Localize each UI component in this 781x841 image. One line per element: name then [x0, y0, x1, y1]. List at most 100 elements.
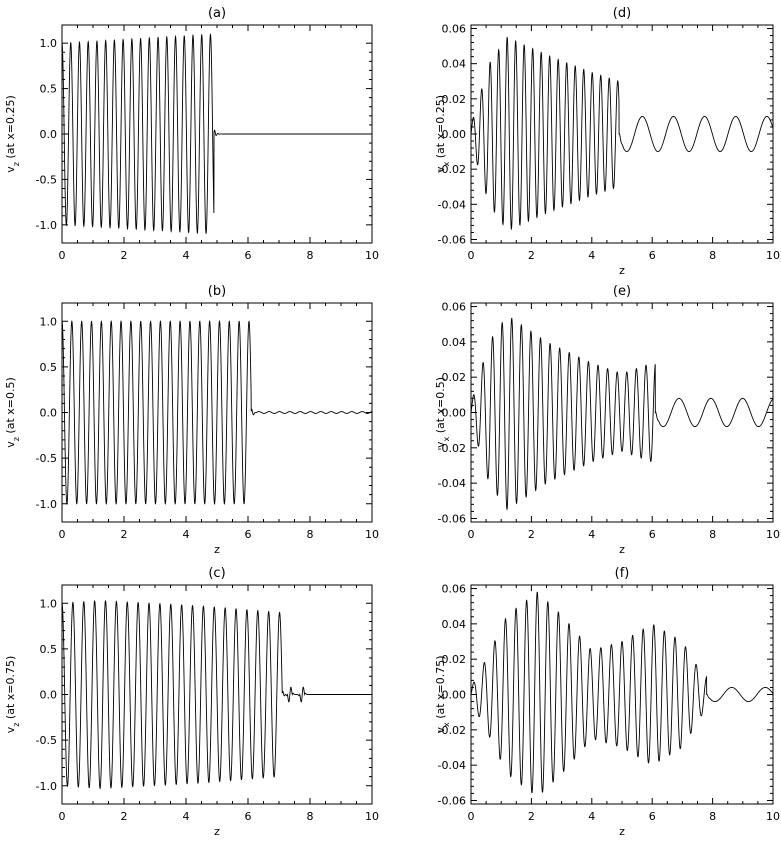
y-tick-label: -0.04: [438, 477, 466, 490]
y-tick-label: -1.0: [36, 780, 57, 793]
x-tick-label: 8: [307, 810, 314, 823]
y-tick-label: 0.02: [442, 371, 467, 384]
y-axis-label-var: v: [4, 441, 17, 448]
y-tick-label: 0.06: [442, 301, 467, 314]
y-tick-label: 0.0: [40, 689, 58, 702]
y-tick-label: -0.02: [438, 442, 466, 455]
y-tick-label: -0.5: [36, 452, 57, 465]
x-axis-label: z: [214, 825, 220, 838]
x-tick-label: 4: [588, 528, 595, 541]
x-tick-label: 0: [59, 249, 66, 262]
y-tick-label: 0.00: [442, 128, 467, 141]
x-tick-label: 10: [365, 810, 379, 823]
y-tick-label: 0.04: [442, 618, 467, 631]
chart-panel-a: (a) 0 2 4 6 8 10 -1.0 -0.5 0.0 0.5 1.0 vz (at x=0.25…: [4, 6, 379, 262]
x-tick-label: 0: [59, 810, 66, 823]
y-tick-label: -1.0: [36, 219, 57, 232]
x-tick-label: 6: [649, 249, 656, 262]
y-axis-label-var: v: [4, 166, 17, 173]
y-tick-label: 1.0: [40, 315, 58, 328]
y-tick-label: 0.06: [442, 23, 467, 36]
y-axis-label-subscript: z: [12, 162, 21, 166]
panel-title: (c): [208, 566, 225, 581]
y-axis-label: vx (at x=0.25): [434, 95, 451, 173]
x-axis-label: z: [619, 825, 625, 838]
y-axis-label-subscript: z: [12, 437, 21, 441]
y-axis-label-var: v: [4, 726, 17, 733]
x-axis-label: z: [214, 543, 220, 556]
y-tick-label: 0.02: [442, 93, 467, 106]
x-tick-label: 2: [121, 249, 128, 262]
y-tick-label: -0.04: [438, 198, 466, 211]
series-line: [470, 317, 774, 511]
y-tick-label: -0.02: [438, 163, 466, 176]
y-axis-label-subscript: x: [442, 437, 451, 442]
panel-title: (a): [208, 6, 226, 21]
x-tick-label: 4: [588, 249, 595, 262]
y-tick-label: 0.02: [442, 653, 467, 666]
y-axis-label-rest: (at x=0.75): [434, 655, 447, 722]
y-axis-label-var: v: [434, 166, 447, 173]
y-axis-label-var: v: [434, 727, 447, 734]
x-tick-label: 0: [468, 249, 475, 262]
x-tick-label: 8: [709, 528, 716, 541]
y-tick-label: 0.00: [442, 407, 467, 420]
x-tick-label: 4: [183, 249, 190, 262]
x-tick-label: 2: [528, 249, 535, 262]
x-tick-label: 0: [468, 528, 475, 541]
series-line: [470, 36, 774, 231]
x-tick-label: 4: [183, 528, 190, 541]
y-tick-label: 0.5: [40, 361, 58, 374]
x-tick-label: 6: [649, 810, 656, 823]
y-tick-label: 0.06: [442, 583, 467, 596]
x-axis-label: z: [619, 264, 625, 277]
x-tick-label: 8: [709, 810, 716, 823]
y-axis-label-subscript: x: [442, 722, 451, 727]
y-tick-label: -0.06: [438, 512, 466, 525]
y-axis-label-subscript: z: [12, 723, 21, 727]
y-tick-label: 0.0: [40, 407, 58, 420]
y-tick-label: 0.5: [40, 83, 58, 96]
y-axis-label-rest: (at x=0.25): [4, 95, 17, 162]
x-tick-label: 4: [588, 810, 595, 823]
x-tick-label: 4: [183, 810, 190, 823]
y-axis-label: vx (at x=0.5): [434, 377, 451, 448]
series-line: [470, 591, 774, 794]
y-axis-label: vz (at x=0.5): [4, 377, 21, 448]
x-tick-label: 0: [59, 528, 66, 541]
x-tick-label: 8: [307, 249, 314, 262]
plot-frame: [470, 302, 774, 523]
chart-panel-f: (f) 0 2 4 6 8 10 -0.06 -0.04 -0.02 0.00 0.02 0.04 0.0…: [434, 566, 780, 838]
y-tick-label: 0.0: [40, 128, 58, 141]
panel-title: (f): [615, 566, 630, 581]
y-axis-label-rest: (at x=0.25): [434, 95, 447, 162]
y-tick-label: -0.5: [36, 173, 57, 186]
y-axis-label: vz (at x=0.25): [4, 95, 21, 173]
x-tick-label: 2: [528, 528, 535, 541]
x-tick-label: 2: [121, 528, 128, 541]
y-axis-label-var: v: [434, 441, 447, 448]
panel-title: (d): [613, 6, 631, 21]
y-tick-label: 0.04: [442, 336, 467, 349]
y-axis-label-subscript: x: [442, 162, 451, 167]
x-tick-label: 10: [766, 528, 780, 541]
y-tick-label: -0.5: [36, 734, 57, 747]
plot-frame: [470, 584, 774, 805]
x-tick-label: 6: [649, 528, 656, 541]
panel-title: (b): [208, 284, 226, 299]
x-tick-label: 0: [468, 810, 475, 823]
series-line: [61, 33, 372, 235]
chart-panel-e: (e) 0 2 4 6 8 10 -0.06 -0.04 -0.02 0.00 0.02 0.04 0.0…: [434, 284, 780, 556]
x-tick-label: 6: [245, 249, 252, 262]
series-line: [61, 320, 373, 505]
y-axis-label-rest: (at x=0.5): [434, 377, 447, 437]
x-tick-label: 2: [121, 810, 128, 823]
y-axis-label-rest: (at x=0.75): [4, 656, 17, 723]
x-tick-label: 10: [365, 528, 379, 541]
y-axis-label: vx (at x=0.75): [434, 655, 451, 733]
panel-title: (e): [613, 284, 631, 299]
x-tick-label: 10: [766, 249, 780, 262]
